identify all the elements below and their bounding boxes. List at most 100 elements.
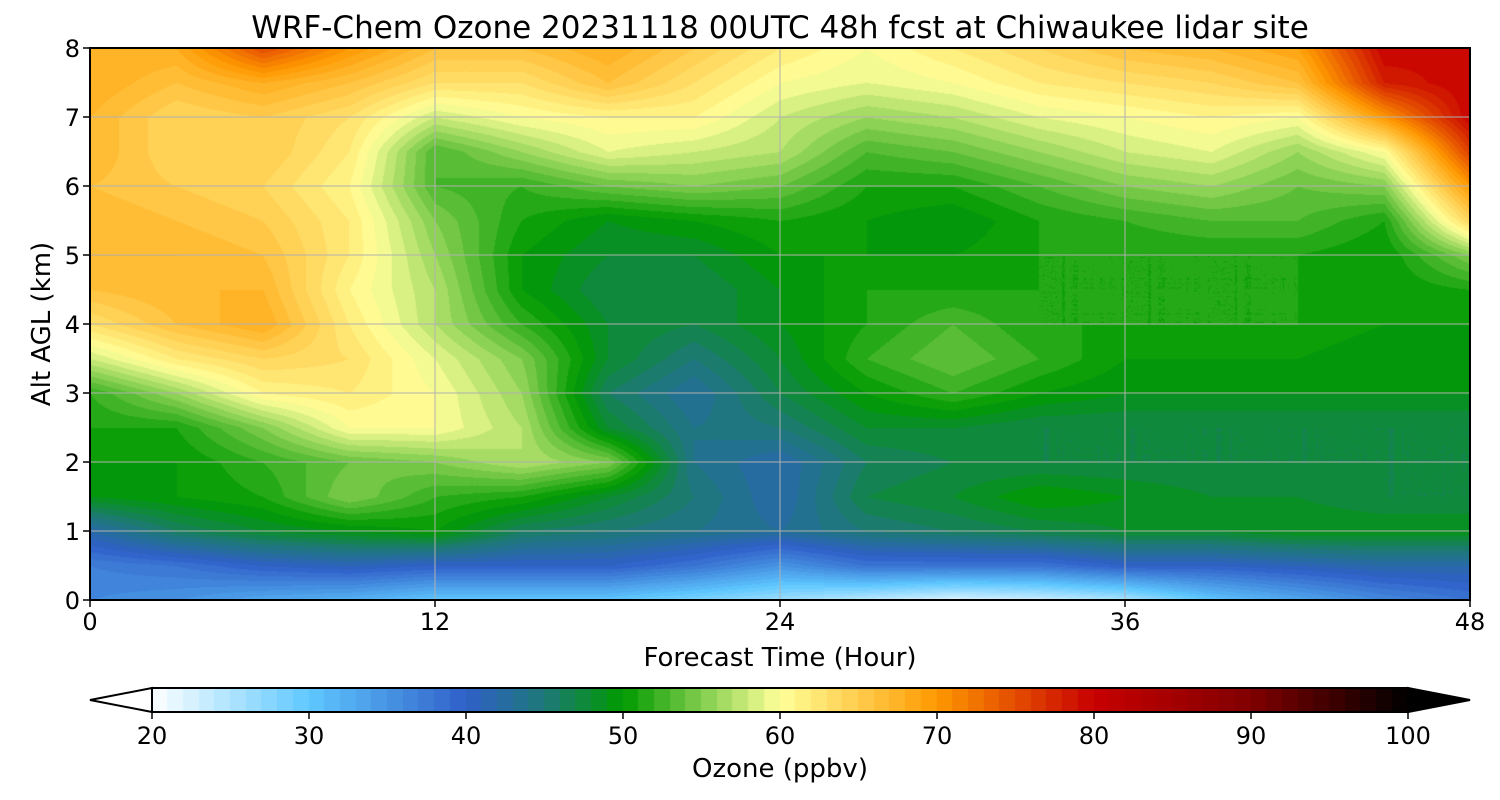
heatmap-cell: [219, 272, 305, 307]
heatmap-cell: [133, 410, 219, 445]
heatmap-cell: [651, 479, 737, 514]
heatmap-cell: [1168, 548, 1254, 583]
heatmap-cell: [909, 479, 995, 514]
heatmap-cell: [651, 272, 737, 307]
heatmap-cell: [219, 548, 305, 583]
y-axis-label: Alt AGL (km): [27, 242, 57, 406]
heatmap-cell: [651, 65, 737, 100]
heatmap-cell: [1254, 410, 1340, 445]
heatmap-cell: [909, 548, 995, 583]
heatmap-cell: [133, 479, 219, 514]
colorbar-frame: [151, 687, 1409, 713]
x-tick-label: 0: [82, 608, 97, 636]
heatmap-cell: [306, 134, 392, 169]
heatmap-cell: [909, 272, 995, 307]
heatmap-cell: [996, 134, 1082, 169]
heatmap-cell: [1254, 272, 1340, 307]
heatmap-cell: [564, 203, 650, 238]
heatmap-cell: [133, 548, 219, 583]
x-tick-label: 48: [1455, 608, 1486, 636]
heatmap-cell: [996, 65, 1082, 100]
heatmap-cell: [1254, 134, 1340, 169]
heatmap-cell: [564, 410, 650, 445]
heatmap-cell: [219, 410, 305, 445]
heatmap-cell: [219, 341, 305, 376]
heatmap-cell: [996, 410, 1082, 445]
heatmap-cell: [1341, 272, 1427, 307]
heatmap-cell: [996, 272, 1082, 307]
x-tick-label: 24: [765, 608, 796, 636]
heatmap-cell: [564, 341, 650, 376]
heatmap-cell: [823, 65, 909, 100]
colorbar-extend-high: [1407, 686, 1471, 714]
heatmap-cell: [1341, 479, 1427, 514]
heatmap-cell: [823, 548, 909, 583]
heatmap-cell: [823, 479, 909, 514]
heatmap-cell: [823, 410, 909, 445]
heatmap-cell: [478, 272, 564, 307]
heatmap-cell: [219, 65, 305, 100]
heatmap-cell: [909, 134, 995, 169]
heatmap-cell: [651, 341, 737, 376]
heatmap-cell: [909, 341, 995, 376]
heatmap-cell: [478, 548, 564, 583]
heatmap-cell: [1168, 134, 1254, 169]
heatmap-cell: [1168, 203, 1254, 238]
heatmap-cell: [823, 272, 909, 307]
heatmap-cell: [306, 341, 392, 376]
heatmap-cell: [1341, 65, 1427, 100]
y-tick-label: 8: [65, 35, 80, 63]
colorbar-tick-label: 70: [922, 722, 953, 750]
heatmap-cell: [996, 203, 1082, 238]
heatmap-cell: [306, 65, 392, 100]
heatmap-cell: [1427, 341, 1500, 376]
heatmap-cell: [478, 341, 564, 376]
heatmap-cell: [478, 203, 564, 238]
y-tick-label: 4: [65, 311, 80, 339]
heatmap-cell: [1254, 341, 1340, 376]
heatmap-cell: [133, 203, 219, 238]
heatmap-cell: [1341, 410, 1427, 445]
colorbar-tick-label: 20: [137, 722, 168, 750]
heatmap-cell: [133, 134, 219, 169]
heatmap-cell: [1168, 341, 1254, 376]
heatmap-cell: [823, 134, 909, 169]
heatmap-cell: [909, 65, 995, 100]
heatmap-cell: [1427, 479, 1500, 514]
heatmap-cell: [996, 341, 1082, 376]
heatmap-cell: [219, 134, 305, 169]
heatmap-cell: [651, 410, 737, 445]
heatmap-cell: [1427, 548, 1500, 583]
chart-title: WRF-Chem Ozone 20231118 00UTC 48h fcst a…: [251, 10, 1309, 46]
heatmap-cell: [1168, 65, 1254, 100]
heatmap-cell: [1254, 479, 1340, 514]
heatmap-cell: [651, 203, 737, 238]
colorbar-extend-low: [89, 686, 153, 714]
heatmap-cell: [306, 410, 392, 445]
y-tick-label: 0: [65, 587, 80, 615]
y-tick-label: 1: [65, 518, 80, 546]
heatmap-cell: [478, 65, 564, 100]
heatmap-cell: [219, 479, 305, 514]
y-tick-label: 3: [65, 380, 80, 408]
heatmap-cell: [564, 548, 650, 583]
heatmap-cell: [909, 410, 995, 445]
heatmap-cell: [1254, 65, 1340, 100]
heatmap-cell: [651, 548, 737, 583]
colorbar-tick-label: 60: [765, 722, 796, 750]
heatmap-cell: [306, 203, 392, 238]
colorbar-tick-label: 80: [1079, 722, 1110, 750]
colorbar-tick-label: 40: [451, 722, 482, 750]
heatmap-cell: [996, 479, 1082, 514]
heatmap-cell: [478, 134, 564, 169]
heatmap-cell: [996, 548, 1082, 583]
colorbar-tick-label: 50: [608, 722, 639, 750]
x-tick-label: 12: [420, 608, 451, 636]
colorbar-gradient: [152, 688, 1408, 712]
heatmap-cell: [133, 341, 219, 376]
heatmap-cell: [651, 134, 737, 169]
heatmap-cell: [219, 203, 305, 238]
colorbar-tick-label: 100: [1385, 722, 1431, 750]
heatmap-cell: [1427, 272, 1500, 307]
